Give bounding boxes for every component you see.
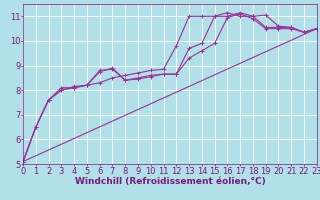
X-axis label: Windchill (Refroidissement éolien,°C): Windchill (Refroidissement éolien,°C) bbox=[75, 177, 265, 186]
